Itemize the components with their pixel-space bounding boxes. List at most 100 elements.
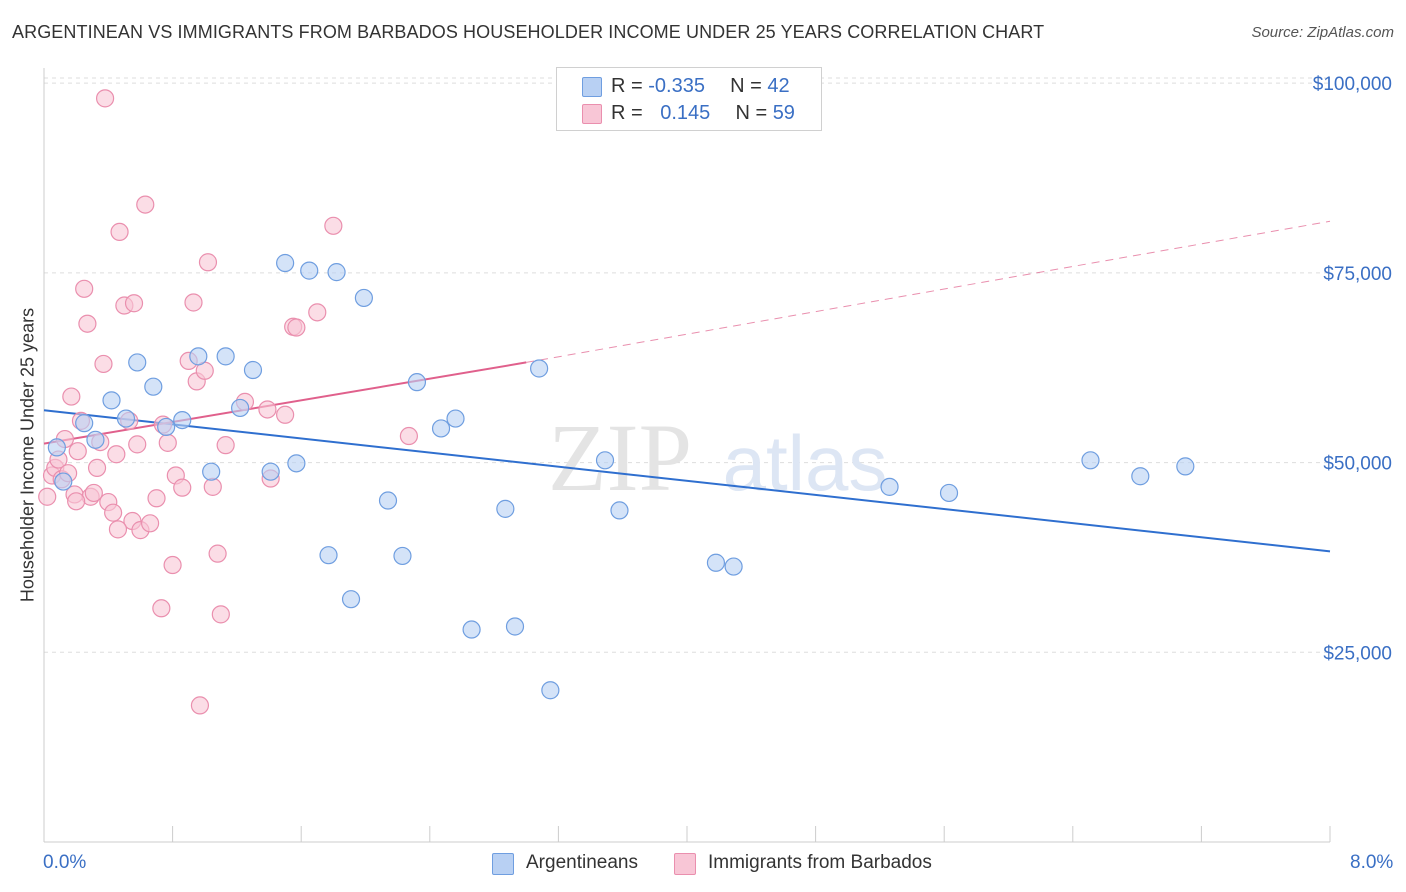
- point-barbados: [140, 514, 160, 533]
- point-argentineans: [407, 373, 427, 392]
- legend-r-value: -0.335: [648, 75, 705, 97]
- legend-swatch-pink: [582, 104, 602, 124]
- legend-n-value: 59: [772, 102, 795, 124]
- point-argentineans: [128, 353, 147, 372]
- watermark-zip: ZIP: [548, 404, 692, 511]
- point-argentineans: [300, 261, 319, 280]
- point-argentineans: [47, 438, 66, 457]
- chart-title: ARGENTINEAN VS IMMIGRANTS FROM BARBADOS …: [12, 22, 1045, 42]
- point-argentineans: [462, 620, 481, 639]
- point-argentineans: [1081, 451, 1100, 470]
- data-points: [38, 89, 1195, 715]
- y-tick-label: $100,000: [1313, 74, 1392, 95]
- point-argentineans: [116, 409, 136, 428]
- point-barbados: [104, 503, 123, 522]
- grid-lines: [44, 77, 1330, 653]
- point-barbados: [95, 89, 115, 108]
- point-barbados: [84, 483, 103, 503]
- point-argentineans: [1131, 467, 1150, 486]
- y-tick-label: $25,000: [1323, 643, 1392, 664]
- point-argentineans: [724, 557, 743, 576]
- point-barbados: [87, 458, 107, 477]
- point-barbados: [203, 477, 222, 496]
- point-barbados: [110, 222, 129, 242]
- point-argentineans: [261, 462, 280, 481]
- watermark: ZIP atlas: [548, 404, 887, 511]
- point-argentineans: [189, 347, 208, 366]
- bottom-legend-label: Argentineans: [526, 852, 638, 873]
- trend-line-barbados: [43, 361, 527, 445]
- point-barbados: [78, 314, 97, 333]
- point-argentineans: [610, 501, 629, 520]
- point-argentineans: [939, 483, 959, 503]
- trend-line-barbados-projection: [526, 220, 1331, 363]
- legend-r-label: R =: [611, 102, 649, 124]
- point-argentineans: [243, 360, 263, 380]
- legend-r-label: R =: [611, 75, 649, 97]
- point-argentineans: [54, 472, 73, 491]
- point-barbados: [108, 520, 128, 539]
- point-barbados: [173, 478, 192, 497]
- legend-n-label: N =: [730, 75, 768, 97]
- x-tick-label-min: 0.0%: [43, 852, 87, 873]
- point-argentineans: [706, 553, 726, 572]
- point-argentineans: [341, 590, 361, 609]
- point-argentineans: [880, 477, 899, 496]
- point-barbados: [163, 555, 182, 575]
- point-argentineans: [86, 430, 105, 449]
- watermark-atlas: atlas: [723, 419, 888, 507]
- point-argentineans: [202, 462, 221, 481]
- point-argentineans: [496, 499, 515, 518]
- point-argentineans: [75, 414, 94, 433]
- point-argentineans: [216, 347, 235, 366]
- y-axis-title: Householder Income Under 25 years: [17, 307, 38, 603]
- point-argentineans: [393, 546, 412, 566]
- point-barbados: [94, 354, 113, 374]
- point-barbados: [38, 487, 57, 506]
- point-argentineans: [276, 253, 295, 273]
- point-barbados: [276, 405, 295, 424]
- point-barbados: [107, 445, 126, 464]
- point-barbados: [216, 436, 235, 455]
- point-barbados: [75, 279, 94, 298]
- x-tick-label-max: 8.0%: [1350, 852, 1394, 873]
- point-argentineans: [541, 681, 560, 700]
- point-barbados: [158, 433, 177, 452]
- point-barbados: [68, 442, 87, 461]
- source-credit: Source: ZipAtlas.com: [1251, 24, 1394, 41]
- point-argentineans: [446, 409, 465, 428]
- point-barbados: [136, 195, 155, 214]
- point-argentineans: [327, 263, 346, 282]
- point-argentineans: [1176, 457, 1195, 476]
- point-argentineans: [157, 417, 176, 437]
- point-barbados: [190, 696, 210, 715]
- point-barbados: [399, 426, 419, 446]
- point-argentineans: [102, 391, 121, 410]
- point-argentineans: [144, 377, 163, 396]
- trend-lines: [43, 220, 1331, 553]
- y-tick-label: $50,000: [1323, 454, 1392, 475]
- point-barbados: [258, 400, 277, 419]
- point-argentineans: [431, 419, 451, 438]
- point-barbados: [198, 253, 218, 272]
- bottom-legend-swatch-pink: [674, 853, 696, 875]
- point-barbados: [128, 435, 147, 454]
- legend-n-label: N =: [735, 102, 773, 124]
- correlation-legend: R = -0.335 N = 42 R = 0.145 N = 59: [556, 67, 822, 131]
- point-barbados: [147, 489, 166, 508]
- point-barbados: [208, 544, 227, 563]
- trend-line-argentineans: [43, 409, 1331, 553]
- y-tick-labels: $25,000 $50,000 $75,000 $100,000: [1313, 74, 1392, 664]
- axes: [43, 68, 1331, 843]
- point-argentineans: [319, 546, 338, 565]
- bottom-legend-swatch-blue: [492, 853, 514, 875]
- point-argentineans: [173, 410, 192, 430]
- point-barbados: [124, 294, 144, 313]
- point-argentineans: [231, 398, 250, 418]
- point-barbados: [67, 492, 86, 511]
- point-argentineans: [378, 491, 398, 510]
- point-barbados: [62, 387, 81, 406]
- point-argentineans: [287, 454, 306, 473]
- bottom-legend-label: Immigrants from Barbados: [708, 852, 932, 873]
